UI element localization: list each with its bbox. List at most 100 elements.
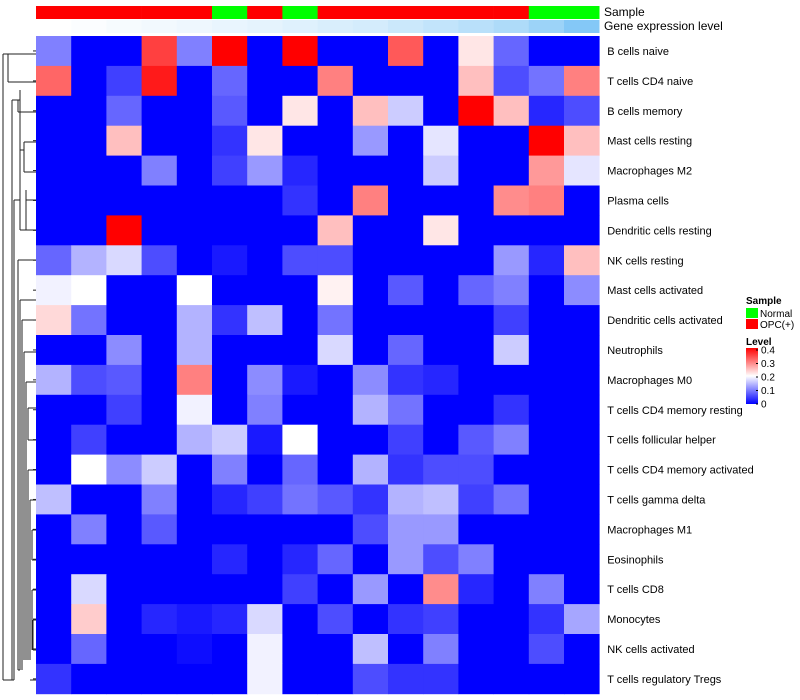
- heatmap-cell: [212, 604, 248, 635]
- heatmap-cell: [106, 36, 142, 67]
- row-label: T cells CD4 naive: [607, 76, 693, 88]
- row-label: T cells CD4 memory activated: [607, 465, 754, 477]
- heatmap-cell: [317, 185, 354, 216]
- heatmap-cell: [317, 663, 354, 695]
- heatmap-cell: [176, 604, 213, 635]
- heatmap-cell: [564, 484, 600, 515]
- heatmap-cell: [212, 305, 248, 336]
- sample-annotation-cell: [388, 6, 424, 19]
- heatmap-cell: [176, 454, 213, 485]
- heatmap-cell: [388, 454, 424, 485]
- heatmap-cell: [36, 125, 72, 156]
- heatmap-cell: [388, 604, 424, 635]
- heatmap-cell: [106, 484, 142, 515]
- heatmap-cell: [212, 394, 248, 426]
- sample-annotation-label: Sample: [604, 5, 645, 19]
- heatmap-cell: [352, 65, 389, 97]
- heatmap-cell: [352, 185, 389, 216]
- heatmap-cell: [36, 305, 72, 336]
- heatmap-cell: [71, 544, 107, 575]
- legend-level-tick-label: 0.3: [761, 359, 775, 370]
- heatmap-cell: [352, 275, 389, 306]
- heatmap-cell: [141, 245, 178, 276]
- row-label: NK cells activated: [607, 644, 694, 656]
- legend-level-tick-label: 0: [761, 400, 767, 411]
- row-label: Monocytes: [607, 614, 661, 626]
- heatmap-cell: [317, 95, 354, 127]
- heatmap-cell: [423, 215, 459, 246]
- heatmap-cell: [458, 574, 494, 605]
- heatmap-cell: [564, 245, 600, 276]
- heatmap-cell: [423, 544, 459, 575]
- heatmap-cell: [71, 305, 107, 336]
- heatmap-cell: [564, 364, 600, 396]
- heatmap-cell: [458, 364, 494, 396]
- row-label: Dendritic cells resting: [607, 225, 712, 237]
- row-label: B cells naive: [607, 46, 669, 58]
- heatmap-cell: [247, 544, 283, 575]
- heatmap-cell: [282, 275, 318, 306]
- row-label: B cells memory: [607, 106, 683, 118]
- heatmap-cell: [282, 484, 318, 515]
- row-label: T cells follicular helper: [607, 435, 716, 447]
- heatmap-cell: [212, 215, 248, 246]
- heatmap-cell: [36, 215, 72, 246]
- heatmap-cell: [176, 484, 213, 515]
- heatmap-cell: [423, 634, 459, 665]
- heatmap-cell: [388, 484, 424, 515]
- heatmap-cell: [176, 424, 213, 455]
- heatmap-cell: [388, 275, 424, 306]
- heatmap-cell: [212, 544, 248, 575]
- heatmap-cell: [36, 544, 72, 575]
- heatmap-cell: [388, 36, 424, 67]
- heatmap-cell: [71, 574, 107, 605]
- sample-annotation-cell: [212, 6, 248, 19]
- heatmap-cell: [106, 275, 142, 306]
- heatmap-cell: [458, 335, 494, 366]
- heatmap-cell: [388, 215, 424, 246]
- row-label: Plasma cells: [607, 195, 669, 207]
- heatmap-cell: [388, 185, 424, 216]
- heatmap-cell: [106, 335, 142, 366]
- heatmap-cell: [282, 245, 318, 276]
- row-dendrogram: [2, 50, 36, 681]
- heatmap-cell: [564, 544, 600, 575]
- heatmap-cell: [352, 454, 389, 485]
- sample-annotation-cell: [282, 6, 318, 19]
- heatmap-cell: [212, 454, 248, 485]
- heatmap-cell: [247, 514, 283, 545]
- heatmap-cell: [528, 424, 565, 455]
- heatmap-cell: [458, 514, 494, 545]
- heatmap-cell: [423, 305, 459, 336]
- heatmap-cell: [106, 95, 142, 127]
- heatmap-cell: [106, 424, 142, 455]
- heatmap-cell: [528, 394, 565, 426]
- heatmap-cell: [71, 95, 107, 127]
- gene-expression-cell: [282, 20, 318, 33]
- sample-annotation-cell: [106, 6, 142, 19]
- heatmap-cell: [352, 394, 389, 426]
- heatmap-cell: [564, 36, 600, 67]
- gene-expression-annotation-bar: [36, 20, 600, 33]
- heatmap-cell: [423, 574, 459, 605]
- heatmap-cell: [106, 604, 142, 635]
- heatmap-cell: [141, 454, 178, 485]
- heatmap-cell: [212, 95, 248, 127]
- row-label: NK cells resting: [607, 255, 683, 267]
- heatmap-cell: [317, 275, 354, 306]
- heatmap-cell: [352, 245, 389, 276]
- heatmap-cell: [423, 185, 459, 216]
- heatmap-cell: [36, 394, 72, 426]
- heatmap-cell: [141, 424, 178, 455]
- heatmap-cell: [317, 65, 354, 97]
- heatmap-cell: [528, 663, 565, 695]
- heatmap-cell: [423, 663, 459, 695]
- heatmap-cells: [36, 36, 600, 695]
- heatmap-cell: [282, 95, 318, 127]
- heatmap-cell: [458, 305, 494, 336]
- row-label: Neutrophils: [607, 345, 663, 357]
- heatmap-cell: [352, 544, 389, 575]
- row-label: Macrophages M1: [607, 524, 692, 536]
- heatmap-cell: [423, 364, 459, 396]
